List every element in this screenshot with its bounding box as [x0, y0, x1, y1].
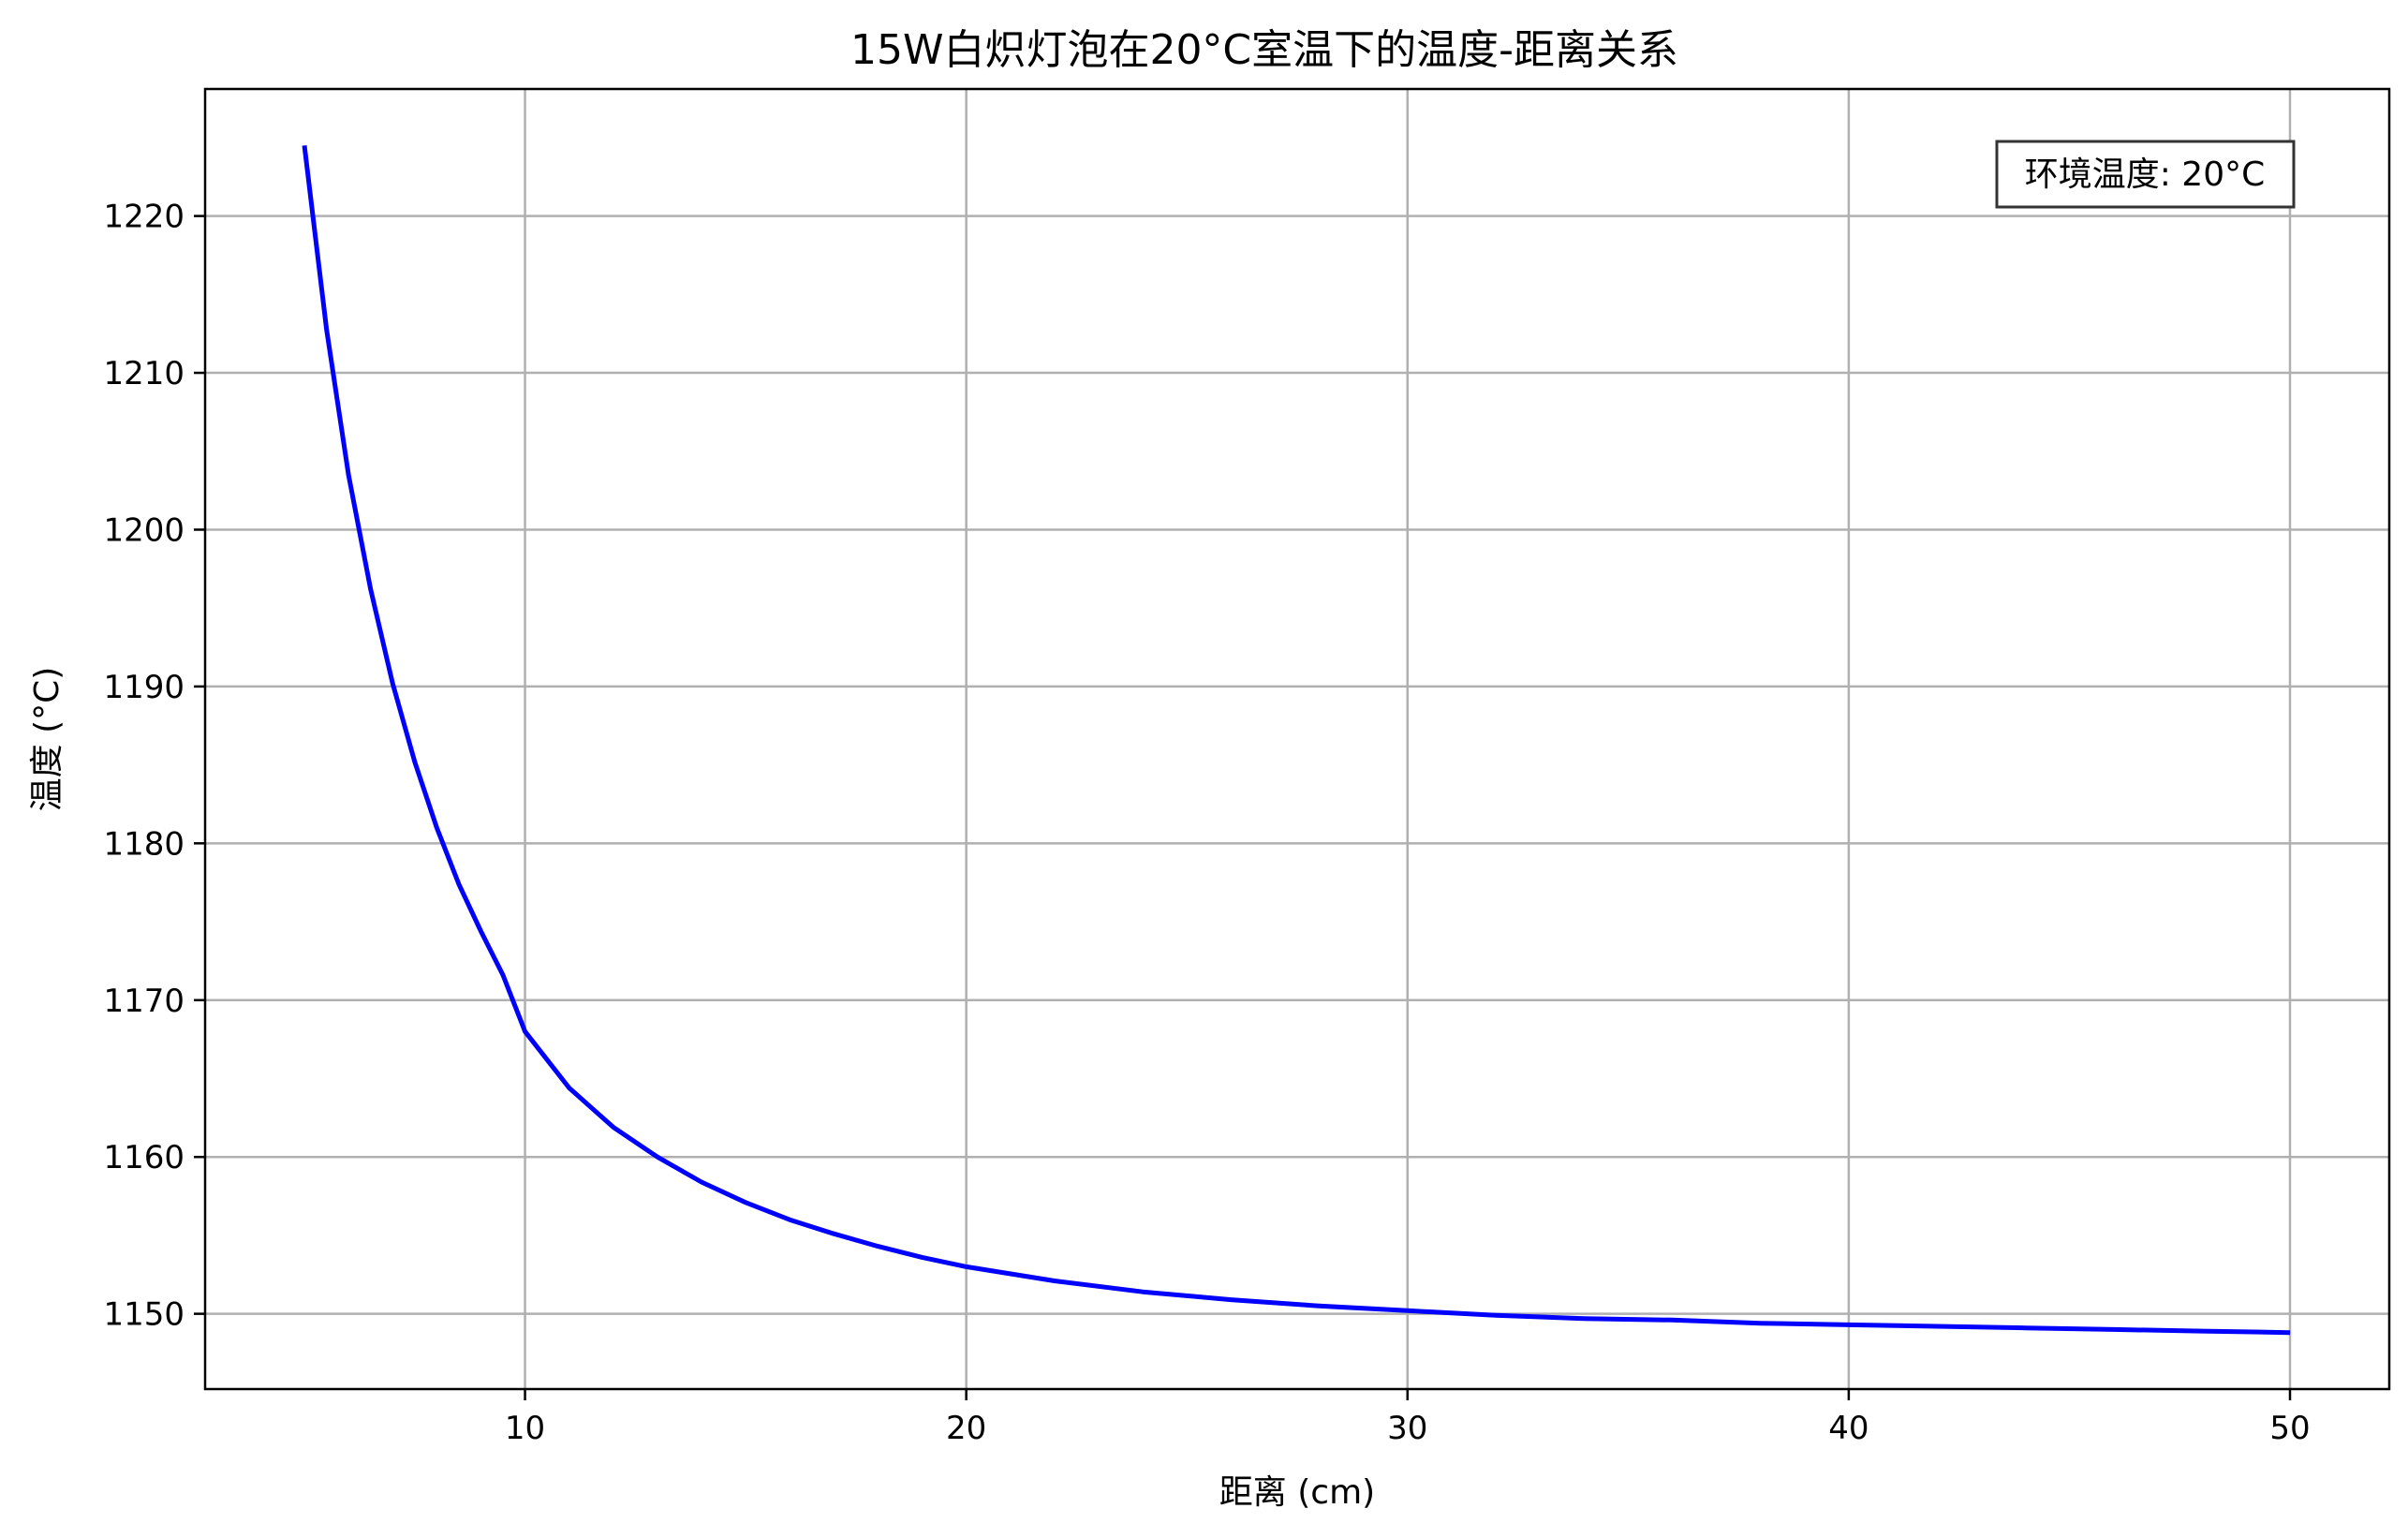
plot-area-frame — [203, 87, 2391, 1391]
annotation-box — [1995, 140, 2296, 209]
x-tick-label: 10 — [505, 1410, 545, 1447]
x-tick-label: 50 — [2269, 1410, 2310, 1447]
x-axis-label: 距离 (cm) — [1219, 1473, 1375, 1512]
x-axis-ticks: 10 20 30 40 50 — [505, 1389, 2311, 1447]
chart-title: 15W白炽灯泡在20°C室温下的温度-距离关系 — [850, 26, 1678, 74]
x-tick-label: 20 — [946, 1410, 986, 1447]
y-tick-label: 1220 — [103, 199, 185, 236]
y-axis-label: 温度 (°C) — [28, 667, 66, 812]
y-tick-label: 1170 — [103, 983, 185, 1020]
y-tick-label: 1180 — [103, 825, 185, 863]
grid — [205, 89, 2389, 1389]
y-tick-label: 1150 — [103, 1296, 185, 1334]
x-tick-label: 40 — [1828, 1410, 1869, 1447]
y-tick-label: 1210 — [103, 355, 185, 392]
ambient-temperature-annotation: 环境温度: 20°C — [1995, 140, 2296, 209]
y-tick-label: 1160 — [103, 1139, 185, 1176]
annotation-text: 环境温度: 20°C — [2025, 155, 2266, 194]
x-tick-label: 30 — [1387, 1410, 1427, 1447]
temperature-series-line — [302, 145, 2291, 1336]
y-axis-ticks: 1150 1160 1170 1180 1190 1200 1210 1220 — [103, 199, 205, 1334]
y-tick-label: 1200 — [103, 511, 185, 549]
y-tick-label: 1190 — [103, 669, 185, 706]
